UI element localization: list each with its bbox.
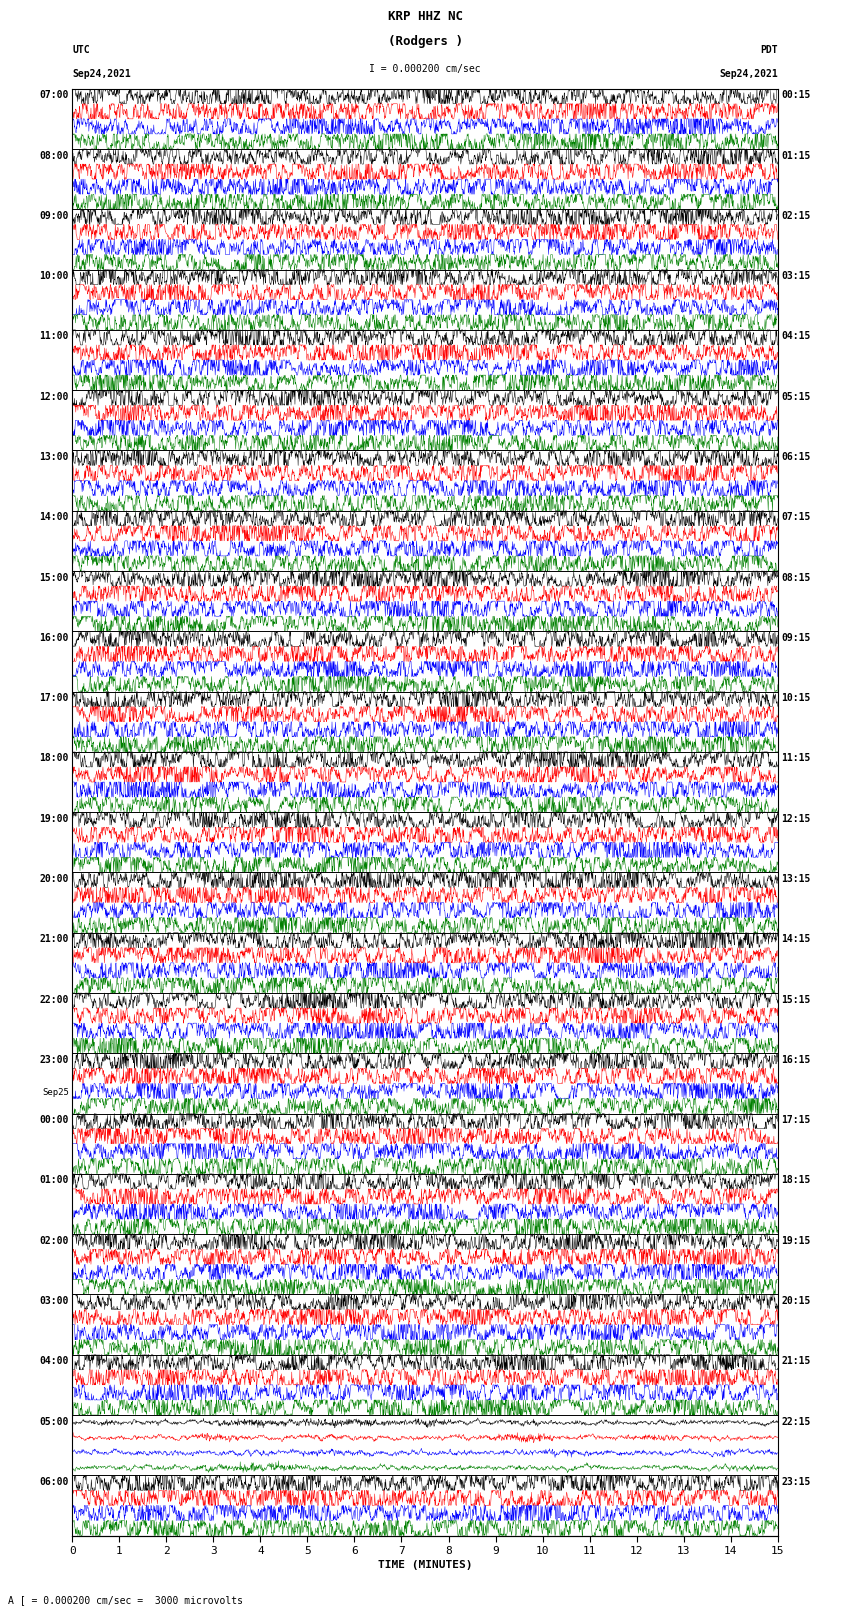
Text: 22:00: 22:00 (39, 995, 69, 1005)
Text: 09:15: 09:15 (781, 632, 811, 644)
Text: 20:00: 20:00 (39, 874, 69, 884)
Text: Sep25: Sep25 (42, 1089, 69, 1097)
Text: 16:00: 16:00 (39, 632, 69, 644)
Text: 14:00: 14:00 (39, 513, 69, 523)
Text: Sep24,2021: Sep24,2021 (72, 69, 131, 79)
Text: 07:15: 07:15 (781, 513, 811, 523)
Text: 05:15: 05:15 (781, 392, 811, 402)
Text: Sep24,2021: Sep24,2021 (719, 69, 778, 79)
X-axis label: TIME (MINUTES): TIME (MINUTES) (377, 1560, 473, 1569)
Text: (Rodgers ): (Rodgers ) (388, 35, 462, 48)
Text: A [ = 0.000200 cm/sec =  3000 microvolts: A [ = 0.000200 cm/sec = 3000 microvolts (8, 1595, 243, 1605)
Text: 04:00: 04:00 (39, 1357, 69, 1366)
Text: 22:15: 22:15 (781, 1416, 811, 1426)
Text: 02:00: 02:00 (39, 1236, 69, 1245)
Text: 15:15: 15:15 (781, 995, 811, 1005)
Text: 06:00: 06:00 (39, 1478, 69, 1487)
Text: 05:00: 05:00 (39, 1416, 69, 1426)
Text: 21:15: 21:15 (781, 1357, 811, 1366)
Text: 20:15: 20:15 (781, 1297, 811, 1307)
Text: 12:00: 12:00 (39, 392, 69, 402)
Text: 17:15: 17:15 (781, 1115, 811, 1126)
Text: 08:00: 08:00 (39, 150, 69, 161)
Text: 21:00: 21:00 (39, 934, 69, 944)
Text: 18:15: 18:15 (781, 1176, 811, 1186)
Text: 09:00: 09:00 (39, 211, 69, 221)
Text: 11:15: 11:15 (781, 753, 811, 763)
Text: UTC: UTC (72, 45, 90, 55)
Text: 18:00: 18:00 (39, 753, 69, 763)
Text: 03:15: 03:15 (781, 271, 811, 281)
Text: 17:00: 17:00 (39, 694, 69, 703)
Text: 23:15: 23:15 (781, 1478, 811, 1487)
Text: 01:15: 01:15 (781, 150, 811, 161)
Text: PDT: PDT (760, 45, 778, 55)
Text: 14:15: 14:15 (781, 934, 811, 944)
Text: 07:00: 07:00 (39, 90, 69, 100)
Text: 19:15: 19:15 (781, 1236, 811, 1245)
Text: 02:15: 02:15 (781, 211, 811, 221)
Text: 15:00: 15:00 (39, 573, 69, 582)
Text: I = 0.000200 cm/sec: I = 0.000200 cm/sec (369, 65, 481, 74)
Text: 12:15: 12:15 (781, 815, 811, 824)
Text: 19:00: 19:00 (39, 815, 69, 824)
Text: 13:15: 13:15 (781, 874, 811, 884)
Text: 16:15: 16:15 (781, 1055, 811, 1065)
Text: 00:00: 00:00 (39, 1115, 69, 1126)
Text: 03:00: 03:00 (39, 1297, 69, 1307)
Text: 13:00: 13:00 (39, 452, 69, 461)
Text: 11:00: 11:00 (39, 332, 69, 342)
Text: KRP HHZ NC: KRP HHZ NC (388, 10, 462, 23)
Text: 04:15: 04:15 (781, 332, 811, 342)
Text: 10:15: 10:15 (781, 694, 811, 703)
Text: 08:15: 08:15 (781, 573, 811, 582)
Text: 06:15: 06:15 (781, 452, 811, 461)
Text: 00:15: 00:15 (781, 90, 811, 100)
Text: 01:00: 01:00 (39, 1176, 69, 1186)
Text: 23:00: 23:00 (39, 1055, 69, 1065)
Text: 10:00: 10:00 (39, 271, 69, 281)
